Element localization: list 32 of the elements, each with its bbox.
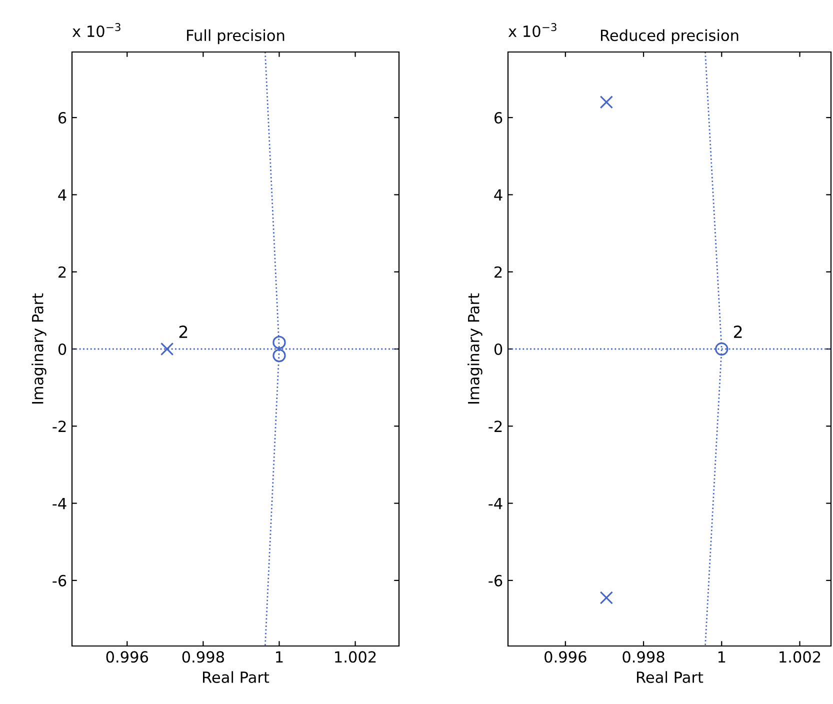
- y-tick-label: 2: [494, 266, 502, 278]
- y-tick-label: 4: [58, 189, 66, 201]
- y-tick-label: 0: [494, 343, 502, 356]
- x-tick-label: 0.998: [622, 651, 664, 663]
- annotation: 2: [734, 326, 742, 338]
- y-axis-title: Imaginary Part: [32, 293, 46, 404]
- y-tick-label: 2: [58, 266, 66, 278]
- x-tick-label: 1.002: [780, 651, 820, 663]
- x-tick-label: 1: [276, 651, 283, 662]
- y-axis-title: Imaginary Part: [468, 293, 482, 404]
- annotation: 2: [179, 326, 188, 338]
- x-tick-label: 1: [718, 651, 726, 662]
- x-tick-label: 0.996: [544, 651, 586, 663]
- chart-title: Full precision: [187, 29, 284, 44]
- y-tick-label: -4: [52, 498, 66, 510]
- y-tick-label: -6: [488, 574, 502, 586]
- y-tick-label: -4: [488, 498, 502, 510]
- text: x 10$^{−3}$: [508, 23, 556, 38]
- x-axis-title: Real Part: [203, 671, 270, 684]
- chart-title: Reduced precision: [601, 29, 738, 44]
- y-tick-label: 6: [58, 112, 66, 124]
- x-axis-title: Real Part: [637, 671, 704, 684]
- x-tick-label: 1.002: [335, 651, 376, 663]
- y-tick-label: -2: [52, 420, 66, 432]
- y-tick-label: 4: [494, 189, 502, 201]
- y-tick-label: -6: [52, 574, 66, 586]
- text: x 10$^{−3}$: [72, 23, 120, 38]
- x-tick-label: 0.998: [182, 651, 224, 663]
- y-tick-label: 6: [494, 112, 502, 124]
- x-tick-label: 0.996: [106, 651, 148, 663]
- y-tick-label: -2: [488, 420, 502, 432]
- y-tick-label: 0: [58, 343, 66, 356]
